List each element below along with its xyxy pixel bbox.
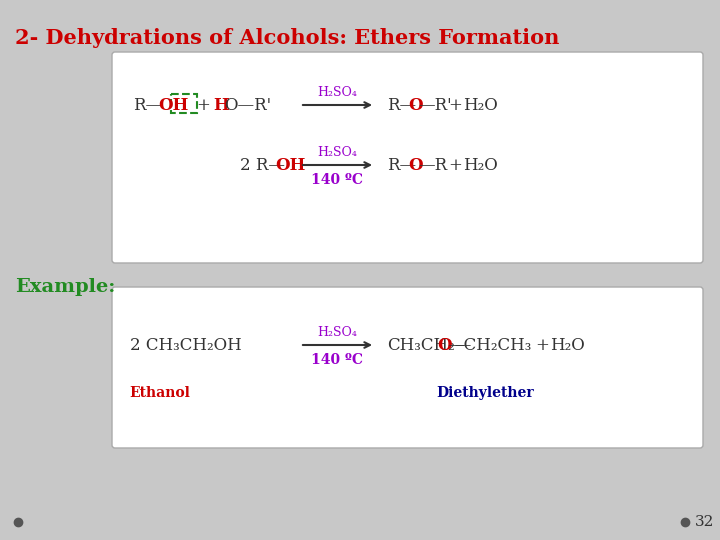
Text: +: + — [196, 97, 210, 113]
Text: +: + — [535, 336, 549, 354]
Text: 2- Dehydrations of Alcohols: Ethers Formation: 2- Dehydrations of Alcohols: Ethers Form… — [15, 28, 559, 48]
Text: O: O — [408, 157, 423, 173]
Text: 140 ºC: 140 ºC — [311, 173, 363, 187]
FancyBboxPatch shape — [112, 52, 703, 263]
Text: R—: R— — [133, 97, 162, 113]
Text: H₂SO₄: H₂SO₄ — [317, 85, 357, 98]
Text: O—R': O—R' — [224, 97, 271, 113]
Text: —R: —R — [418, 157, 447, 173]
Bar — [171, 94, 197, 113]
Text: Diethylether: Diethylether — [436, 386, 534, 400]
Text: OH: OH — [158, 97, 189, 113]
Text: OH: OH — [275, 157, 305, 173]
Text: —R': —R' — [418, 97, 451, 113]
Text: 32: 32 — [695, 515, 714, 529]
Text: +: + — [448, 97, 462, 113]
Text: H₂O: H₂O — [463, 157, 498, 173]
Text: Ethanol: Ethanol — [130, 386, 190, 400]
Text: —CH₂CH₃: —CH₂CH₃ — [447, 336, 531, 354]
FancyBboxPatch shape — [112, 287, 703, 448]
Text: H₂O: H₂O — [463, 97, 498, 113]
Text: H₂O: H₂O — [550, 336, 585, 354]
Text: CH₃CH₂—: CH₃CH₂— — [387, 336, 472, 354]
Text: R—: R— — [387, 97, 416, 113]
Text: H₂SO₄: H₂SO₄ — [317, 326, 357, 339]
Text: O: O — [408, 97, 423, 113]
Text: H: H — [213, 97, 229, 113]
Text: 2 CH₃CH₂OH: 2 CH₃CH₂OH — [130, 336, 242, 354]
Text: +: + — [448, 157, 462, 173]
Text: H₂SO₄: H₂SO₄ — [317, 145, 357, 159]
Text: 2 R—: 2 R— — [240, 157, 285, 173]
Text: O: O — [437, 336, 451, 354]
Text: 140 ºC: 140 ºC — [311, 353, 363, 367]
Text: Example:: Example: — [15, 278, 115, 296]
Text: R—: R— — [387, 157, 416, 173]
